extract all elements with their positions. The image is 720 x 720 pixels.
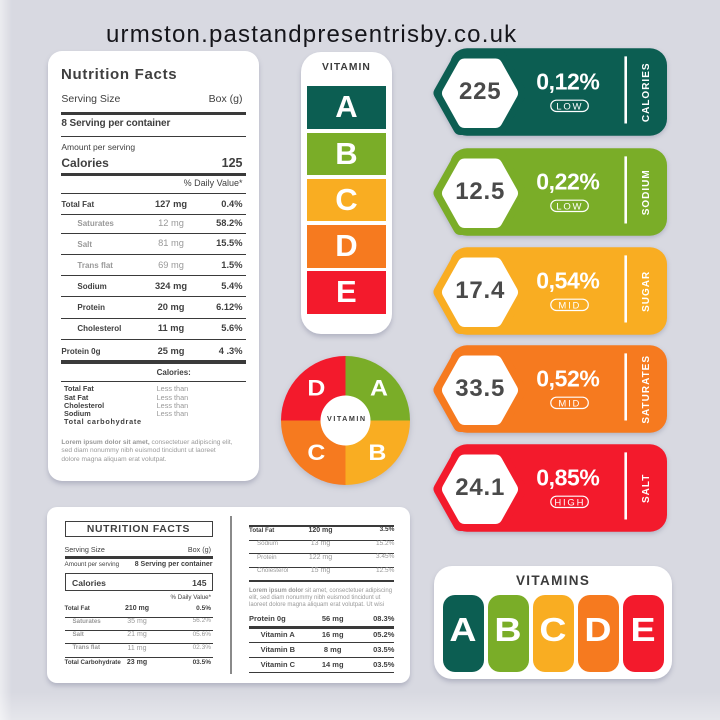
svg-text:D: D [308, 376, 326, 400]
svg-text:0,12%: 0,12% [536, 69, 599, 95]
svg-text:CALORIES: CALORIES [641, 62, 652, 122]
svg-text:0,52%: 0,52% [536, 366, 599, 392]
svg-text:0,54%: 0,54% [536, 267, 599, 293]
svg-text:0,85%: 0,85% [536, 465, 599, 491]
svg-text:VITAMIN: VITAMIN [327, 414, 367, 423]
svg-text:SALT: SALT [641, 474, 652, 503]
svg-text:SODIUM: SODIUM [641, 169, 652, 215]
svg-text:LOW: LOW [556, 201, 583, 212]
svg-text:C: C [308, 440, 326, 464]
svg-text:0,22%: 0,22% [536, 168, 599, 194]
svg-text:A: A [370, 376, 388, 400]
svg-text:MID: MID [558, 300, 581, 311]
svg-text:HIGH: HIGH [554, 498, 585, 509]
svg-text:SATURATES: SATURATES [641, 355, 652, 424]
svg-text:12.5: 12.5 [455, 178, 505, 205]
svg-text:225: 225 [459, 78, 501, 105]
svg-text:LOW: LOW [556, 101, 583, 112]
svg-text:B: B [369, 440, 387, 464]
svg-text:MID: MID [558, 399, 581, 410]
svg-text:24.1: 24.1 [455, 474, 505, 501]
svg-text:SUGAR: SUGAR [641, 270, 652, 311]
svg-text:17.4: 17.4 [455, 276, 505, 303]
svg-text:33.5: 33.5 [455, 375, 505, 402]
